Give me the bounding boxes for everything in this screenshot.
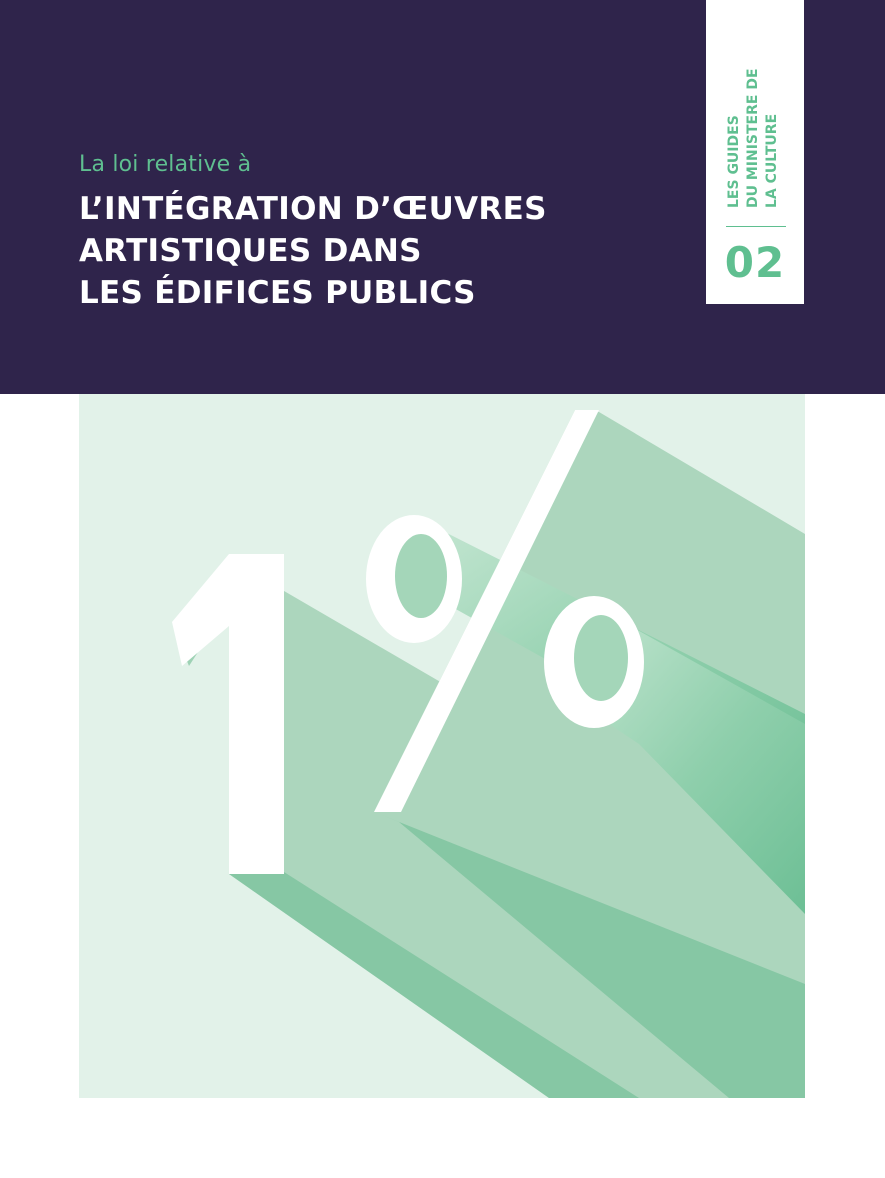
cover-subtitle: La loi relative à <box>79 152 252 177</box>
cover-title-line: L’INTÉGRATION D’ŒUVRES <box>79 191 547 227</box>
upper-circle-hole <box>395 534 447 618</box>
lower-circle-hole <box>574 615 628 701</box>
series-line: DU MINISTERE DE <box>745 68 761 208</box>
slash-extrusion-underside <box>374 812 805 1098</box>
series-tab: LES GUIDES DU MINISTERE DE LA CULTURE 02 <box>706 0 804 304</box>
series-name-vertical: LES GUIDES DU MINISTERE DE LA CULTURE <box>726 68 780 208</box>
series-name: LES GUIDES DU MINISTERE DE LA CULTURE <box>724 48 784 210</box>
cover-title-line: ARTISTIQUES DANS <box>79 233 422 269</box>
cover-header: La loi relative à L’INTÉGRATION D’ŒUVRES… <box>0 0 885 394</box>
series-line: LES GUIDES <box>726 115 742 208</box>
slash-glyph-face <box>374 410 599 812</box>
series-line: LA CULTURE <box>764 114 780 208</box>
one-extrusion-underside <box>229 872 639 1098</box>
series-number: 02 <box>724 238 786 287</box>
one-percent-artwork <box>79 394 805 1098</box>
cover-illustration <box>79 394 805 1098</box>
cover-title: L’INTÉGRATION D’ŒUVRES ARTISTIQUES DANS … <box>79 188 547 314</box>
one-glyph-face <box>172 554 284 874</box>
series-divider <box>726 226 786 227</box>
cover-title-line: LES ÉDIFICES PUBLICS <box>79 275 476 311</box>
